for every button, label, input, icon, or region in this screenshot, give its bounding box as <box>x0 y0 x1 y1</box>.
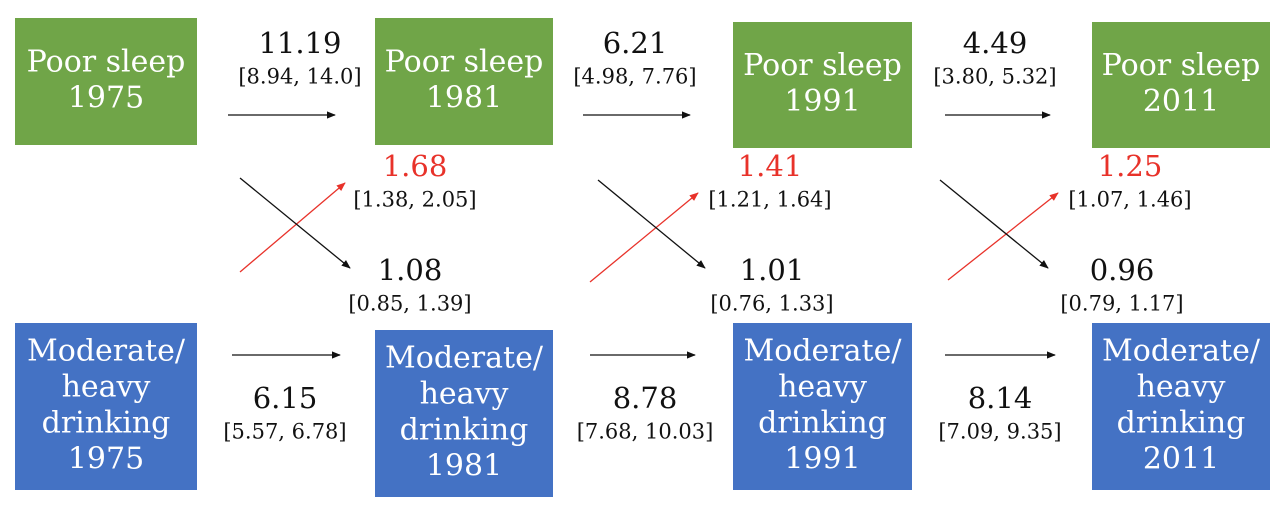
node-label: heavy <box>1137 370 1226 405</box>
edge-estimate: 4.49 <box>963 26 1028 60</box>
edge-ci: [5.57, 6.78] <box>223 420 346 444</box>
node-label: drinking <box>1117 406 1246 441</box>
edge-arrow <box>939 179 1049 269</box>
edge-estimate: 1.01 <box>740 253 805 287</box>
node-box <box>375 330 553 497</box>
node-label: heavy <box>778 370 867 405</box>
edge-ci: [3.80, 5.32] <box>933 65 1056 89</box>
node-box <box>15 18 197 145</box>
node-label: Moderate/ <box>27 334 186 369</box>
edge-arrow <box>947 192 1059 281</box>
node-box <box>1092 22 1270 148</box>
edge-arrow <box>589 192 699 283</box>
node-label: 2011 <box>1143 84 1219 119</box>
node-label: Moderate/ <box>744 334 903 369</box>
node-label: 1991 <box>784 442 860 477</box>
node-label: 1975 <box>68 442 144 477</box>
edge-estimate: 6.15 <box>253 381 318 415</box>
node-label: Poor sleep <box>743 48 902 83</box>
node-label: 1981 <box>426 81 502 116</box>
node-label: heavy <box>62 370 151 405</box>
edge-estimate: 0.96 <box>1090 253 1155 287</box>
node-label: 1975 <box>68 81 144 116</box>
edge-ci: [0.85, 1.39] <box>348 292 471 316</box>
edge-ci: [1.21, 1.64] <box>708 188 831 212</box>
node-label: Poor sleep <box>385 45 544 80</box>
node-label: drinking <box>400 413 529 448</box>
edge-ci: [0.76, 1.33] <box>710 292 833 316</box>
node-label: Poor sleep <box>1102 48 1261 83</box>
node-label: Moderate/ <box>385 341 544 376</box>
node-label: 1991 <box>784 84 860 119</box>
edge-estimate: 8.14 <box>968 381 1033 415</box>
edge-ci: [1.38, 2.05] <box>353 188 476 212</box>
node-box <box>733 323 912 490</box>
edge-ci: [8.94, 14.0] <box>238 65 361 89</box>
node-label: Moderate/ <box>1102 334 1261 369</box>
edge-ci: [7.68, 10.03] <box>577 420 714 444</box>
edge-ci: [0.79, 1.17] <box>1060 292 1183 316</box>
node-box <box>1092 323 1270 490</box>
node-box <box>733 22 912 148</box>
edge-arrow <box>239 182 346 273</box>
edge-ci: [7.09, 9.35] <box>938 420 1061 444</box>
edge-estimate: 1.25 <box>1098 149 1163 183</box>
node-label: drinking <box>42 406 171 441</box>
node-box <box>15 323 197 490</box>
edge-estimate: 11.19 <box>258 26 341 60</box>
node-label: Poor sleep <box>27 45 186 80</box>
node-label: heavy <box>420 377 509 412</box>
node-label: 1981 <box>426 449 502 484</box>
edge-ci: [1.07, 1.46] <box>1068 188 1191 212</box>
edge-estimate: 1.08 <box>378 253 443 287</box>
edge-estimate: 1.41 <box>738 149 803 183</box>
edge-estimate: 6.21 <box>603 26 668 60</box>
edge-arrow <box>597 179 706 269</box>
edge-ci: [4.98, 7.76] <box>573 65 696 89</box>
node-box <box>375 18 553 145</box>
edge-estimate: 1.68 <box>383 149 448 183</box>
edge-arrow <box>239 177 351 269</box>
node-label: 2011 <box>1143 442 1219 477</box>
node-label: drinking <box>758 406 887 441</box>
edge-estimate: 8.78 <box>613 381 678 415</box>
